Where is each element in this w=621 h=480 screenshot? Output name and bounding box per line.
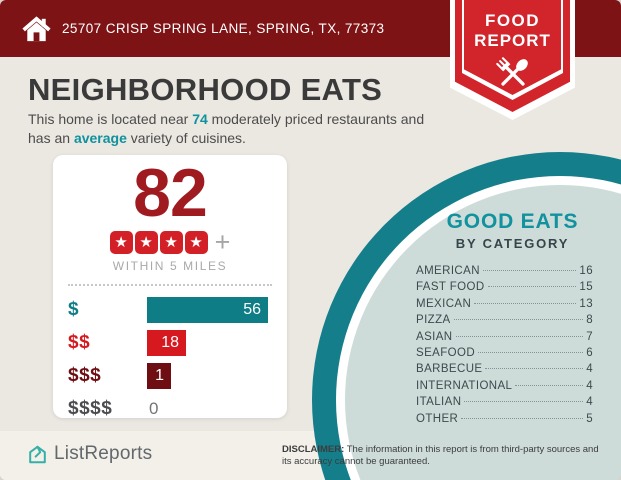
category-count: 13 bbox=[579, 297, 593, 310]
category-name: SEAFOOD bbox=[416, 346, 476, 359]
category-row: BARBECUE 4 bbox=[416, 363, 593, 379]
spoon-fork-icon bbox=[495, 57, 528, 86]
price-bar: 56 bbox=[147, 297, 268, 324]
dotted-leader bbox=[464, 401, 584, 403]
star-icon: ★ bbox=[184, 231, 208, 255]
star-icon: ★ bbox=[159, 231, 183, 255]
category-name: FAST FOOD bbox=[416, 281, 485, 294]
bar-value: 0 bbox=[149, 399, 159, 419]
dotted-divider bbox=[68, 284, 272, 287]
bar-track: 0 bbox=[147, 396, 268, 422]
variety-highlight: average bbox=[73, 129, 127, 146]
category-count: 4 bbox=[586, 363, 593, 376]
summary-mid: moderately priced restaurants and has an bbox=[28, 111, 425, 146]
price-tier-label: $ bbox=[68, 299, 80, 321]
listreports-logo: ListReports bbox=[27, 443, 152, 465]
price-bar-row: $$$ 1 bbox=[68, 363, 268, 390]
dotted-leader bbox=[455, 335, 584, 337]
category-row: FAST FOOD 15 bbox=[416, 281, 593, 297]
category-name: OTHER bbox=[416, 412, 459, 425]
category-row: INTERNATIONAL 4 bbox=[416, 380, 593, 396]
dotted-leader bbox=[482, 270, 577, 271]
category-row: AMERICAN 16 bbox=[416, 265, 593, 281]
price-bar: 1 bbox=[147, 363, 171, 390]
brand-name: ListReports bbox=[54, 443, 153, 464]
dotted-leader bbox=[453, 319, 584, 321]
dotted-leader bbox=[515, 384, 584, 386]
price-bars: $56 $$ 18 $$$ 1 $$$$ 0 bbox=[53, 297, 287, 422]
category-row: MEXICAN 13 bbox=[416, 298, 593, 314]
price-bar-row: $56 bbox=[68, 297, 268, 324]
price-tier-label: $$$$ bbox=[68, 398, 113, 420]
category-count: 5 bbox=[586, 412, 593, 425]
category-name: ITALIAN bbox=[416, 396, 462, 409]
category-row: ASIAN 7 bbox=[416, 331, 593, 347]
good-eats-subtitle: BY CATEGORY bbox=[455, 236, 570, 251]
radius-label: WITHIN 5 MILES bbox=[112, 259, 228, 274]
badge-title-line1: FOOD bbox=[484, 11, 541, 30]
bar-value: 1 bbox=[155, 367, 164, 385]
dotted-leader bbox=[461, 417, 584, 419]
page-title: NEIGHBORHOOD EATS bbox=[28, 72, 383, 107]
dotted-leader bbox=[474, 302, 577, 304]
disclaimer-text: The information in this report is from t… bbox=[282, 444, 599, 468]
category-count: 15 bbox=[579, 281, 593, 294]
summary-post: variety of cuisines. bbox=[126, 129, 246, 146]
dotted-leader bbox=[478, 351, 584, 353]
food-report-badge-content: FOOD REPORT bbox=[455, 0, 570, 112]
property-address: 25707 CRISP SPRING LANE, SPRING, TX, 773… bbox=[62, 21, 385, 36]
score-card: 82 ★ ★ ★ ★ + WITHIN 5 MILES $56 $$ 18 $$$ 1 $$$$ 0 bbox=[53, 155, 287, 419]
category-name: AMERICAN bbox=[416, 265, 480, 277]
disclaimer-label: DISCLAIMER: bbox=[282, 444, 345, 455]
star-icon: ★ bbox=[109, 231, 133, 255]
category-name: MEXICAN bbox=[416, 297, 472, 310]
category-name: INTERNATIONAL bbox=[416, 379, 513, 392]
category-list: AMERICAN 16 FAST FOOD 15 MEXICAN 13 PIZZA 8 ASIA… bbox=[416, 265, 593, 429]
dotted-leader bbox=[485, 368, 584, 370]
category-row: SEAFOOD 6 bbox=[416, 347, 593, 363]
bar-track: 56 bbox=[147, 297, 268, 324]
badge-title-line2: REPORT bbox=[474, 31, 551, 50]
listreports-logo-icon bbox=[29, 445, 46, 463]
disclaimer: DISCLAIMER: The information in this repo… bbox=[282, 444, 610, 468]
category-row: OTHER 5 bbox=[416, 413, 593, 429]
restaurant-count: 74 bbox=[192, 111, 208, 127]
rating-plus: + bbox=[214, 227, 231, 258]
price-bar-row: $$$$ 0 bbox=[68, 396, 268, 422]
category-name: ASIAN bbox=[416, 330, 453, 343]
bar-track: 1 bbox=[147, 363, 268, 390]
category-name: PIZZA bbox=[416, 314, 451, 327]
good-eats-title: GOOD EATS bbox=[446, 210, 579, 233]
category-count: 4 bbox=[586, 379, 593, 392]
bar-value: 18 bbox=[161, 334, 179, 352]
summary-pre: This home is located near bbox=[28, 111, 193, 127]
bar-value: 56 bbox=[243, 301, 261, 319]
category-count: 6 bbox=[586, 346, 593, 359]
home-icon bbox=[22, 15, 51, 41]
summary-text: This home is located near 74 moderately … bbox=[28, 110, 440, 148]
price-bar-row: $$ 18 bbox=[68, 330, 268, 357]
price-bar: 18 bbox=[147, 330, 186, 357]
category-count: 4 bbox=[586, 396, 593, 409]
dotted-leader bbox=[487, 286, 577, 288]
category-name: BARBECUE bbox=[416, 363, 483, 376]
category-row: ITALIAN 4 bbox=[416, 396, 593, 412]
star-rating: ★ ★ ★ ★ + bbox=[53, 227, 287, 258]
category-row: PIZZA 8 bbox=[416, 314, 593, 330]
star-icon: ★ bbox=[134, 231, 158, 255]
price-tier-label: $$$ bbox=[68, 365, 102, 387]
category-count: 16 bbox=[579, 265, 593, 277]
category-count: 8 bbox=[586, 314, 593, 327]
bar-track: 18 bbox=[147, 330, 268, 357]
category-count: 7 bbox=[586, 330, 593, 343]
restaurant-score: 82 bbox=[133, 155, 208, 231]
price-tier-label: $$ bbox=[68, 332, 91, 354]
